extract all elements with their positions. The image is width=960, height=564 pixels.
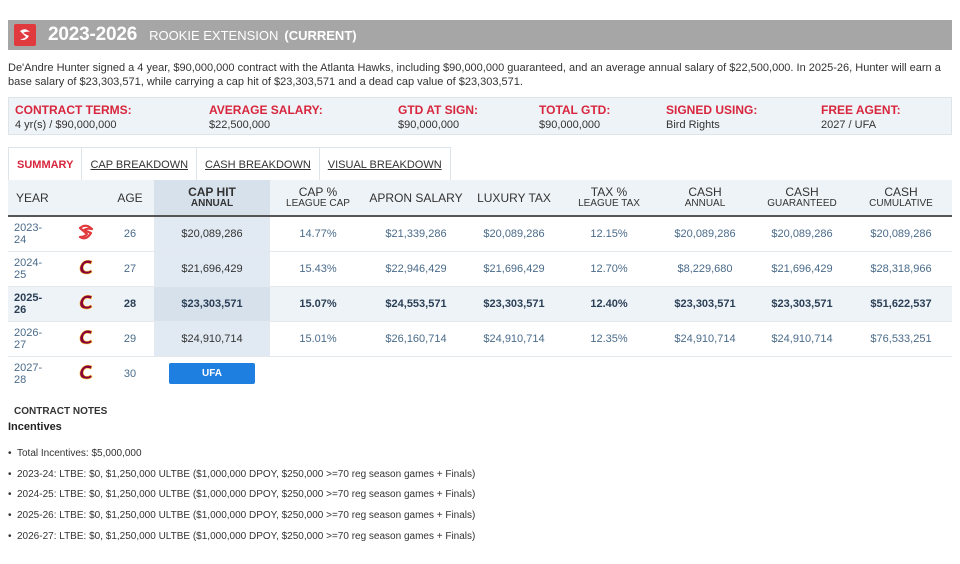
- hawks-logo-icon: [76, 222, 96, 242]
- cell-cap-pct: 14.77%: [270, 216, 366, 252]
- cell-luxury-tax: $20,089,286: [466, 216, 562, 252]
- col-cap-hit: CAP HIT ANNUAL: [154, 180, 270, 217]
- col-cap-pct: CAP % LEAGUE CAP: [270, 180, 366, 217]
- col-cash-guaranteed: CASH GUARANTEED: [754, 180, 850, 217]
- team-logo-cell: [66, 356, 106, 391]
- cell-cash-guaranteed: $23,303,571: [754, 286, 850, 322]
- cell-tax-pct: 12.70%: [562, 251, 656, 287]
- team-logo-cell: [66, 251, 106, 287]
- cell-cap-hit: $24,910,714: [154, 321, 270, 357]
- cavaliers-logo-icon: [76, 327, 96, 347]
- row-year: 2024- 25: [8, 251, 66, 287]
- term-contract-terms: CONTRACT TERMS: 4 yr(s) / $90,000,000: [15, 103, 132, 131]
- cell-cash-guaranteed: $21,696,429: [754, 251, 850, 287]
- cell-luxury-tax: $24,910,714: [466, 321, 562, 357]
- row-year: 2026- 27: [8, 321, 66, 357]
- contract-years: 2023-2026: [48, 24, 138, 45]
- contract-summary: De'Andre Hunter signed a 4 year, $90,000…: [8, 62, 941, 88]
- cavaliers-logo-icon: [76, 362, 96, 382]
- incentives-list: Total Incentives: $5,000,000 2023-24: LT…: [8, 448, 475, 551]
- term-average-salary: AVERAGE SALARY: $22,500,000: [209, 103, 323, 131]
- incentives-heading: Incentives: [8, 421, 62, 433]
- row-age: 28: [106, 286, 154, 322]
- cell-tax-pct: 12.40%: [562, 286, 656, 322]
- team-logo-cell: [66, 321, 106, 357]
- contract-terms-bar: CONTRACT TERMS: 4 yr(s) / $90,000,000 AV…: [8, 97, 952, 135]
- row-age: 30: [123, 367, 137, 380]
- cavaliers-logo-icon: [76, 292, 96, 312]
- table-row-ufa: 2027- 28 30 UFA: [8, 356, 952, 391]
- cell-cap-hit: $20,089,286: [154, 216, 270, 252]
- cell-tax-pct: 12.15%: [562, 216, 656, 252]
- ufa-cell: UFA: [154, 356, 270, 391]
- cell-cash-annual: $23,303,571: [656, 286, 754, 322]
- cavaliers-logo-icon: [76, 257, 96, 277]
- team-logo-cell: [66, 216, 106, 252]
- row-age: 26: [106, 216, 154, 252]
- cell-cap-pct: 15.07%: [270, 286, 366, 322]
- tab-cap-breakdown[interactable]: CAP BREAKDOWN: [82, 148, 198, 181]
- row-year: 2027- 28: [14, 361, 43, 386]
- row-age: 29: [106, 321, 154, 357]
- table-row: 2025- 26 28 $23,303,571 15.07% $24,553,571 $23…: [8, 286, 952, 322]
- cell-cash-cumulative: $28,318,966: [850, 251, 952, 287]
- cell-cap-hit: $23,303,571: [154, 286, 270, 322]
- table-row: 2026- 27 29 $24,910,714 15.01% $26,160,714 $24…: [8, 321, 952, 357]
- cell-apron-salary: $21,339,286: [366, 216, 466, 252]
- list-item: 2026-27: LTBE: $0, $1,250,000 ULTBE ($1,…: [8, 531, 475, 552]
- ufa-badge[interactable]: UFA: [169, 363, 255, 385]
- list-item: Total Incentives: $5,000,000: [8, 448, 475, 469]
- cell-cash-guaranteed: $20,089,286: [754, 216, 850, 252]
- cell-cash-cumulative: $76,533,251: [850, 321, 952, 357]
- row-age: 27: [106, 251, 154, 287]
- contract-tabs: SUMMARY CAP BREAKDOWN CASH BREAKDOWN VIS…: [8, 147, 451, 181]
- cell-cash-annual: $24,910,714: [656, 321, 754, 357]
- hawks-logo-icon: [14, 24, 36, 46]
- term-total-gtd: TOTAL GTD: $90,000,000: [539, 103, 611, 131]
- contract-status: (CURRENT): [284, 27, 357, 43]
- tab-summary[interactable]: SUMMARY: [9, 148, 83, 181]
- cell-cap-pct: 15.01%: [270, 321, 366, 357]
- col-luxury-tax: LUXURY TAX: [466, 180, 562, 217]
- cell-apron-salary: $26,160,714: [366, 321, 466, 357]
- list-item: 2025-26: LTBE: $0, $1,250,000 ULTBE ($1,…: [8, 510, 475, 531]
- cell-cap-pct: 15.43%: [270, 251, 366, 287]
- cell-cap-hit: $21,696,429: [154, 251, 270, 287]
- col-cash-cumulative: CASH CUMULATIVE: [850, 180, 952, 217]
- list-item: 2023-24: LTBE: $0, $1,250,000 ULTBE ($1,…: [8, 469, 475, 490]
- cell-luxury-tax: $21,696,429: [466, 251, 562, 287]
- list-item: 2024-25: LTBE: $0, $1,250,000 ULTBE ($1,…: [8, 489, 475, 510]
- col-age: AGE: [106, 180, 154, 217]
- tab-visual-breakdown[interactable]: VISUAL BREAKDOWN: [327, 158, 442, 171]
- row-year: 2025- 26: [8, 286, 66, 322]
- contract-notes-title: CONTRACT NOTES: [14, 406, 108, 417]
- col-cash-annual: CASH ANNUAL: [656, 180, 754, 217]
- table-row: 2023- 24 26 $20,089,286 14.77% $21,339,286 $20…: [8, 216, 952, 252]
- cell-apron-salary: $22,946,429: [366, 251, 466, 287]
- contract-table: YEAR AGE CAP HIT ANNUAL CAP % LEAGUE CAP A…: [8, 180, 952, 391]
- tab-cash-breakdown[interactable]: CASH BREAKDOWN: [197, 148, 320, 181]
- cell-cash-annual: $20,089,286: [656, 216, 754, 252]
- team-logo-cell: [66, 286, 106, 322]
- col-team: [66, 180, 106, 217]
- cell-apron-salary: $24,553,571: [366, 286, 466, 322]
- cell-luxury-tax: $23,303,571: [466, 286, 562, 322]
- table-row: 2024- 25 27 $21,696,429 15.43% $22,946,429 $21…: [8, 251, 952, 287]
- contract-header: 2023-2026 ROOKIE EXTENSION (CURRENT): [8, 20, 952, 50]
- col-apron-salary: APRON SALARY: [366, 180, 466, 217]
- term-gtd-at-sign: GTD AT SIGN: $90,000,000: [398, 103, 478, 131]
- col-tax-pct: TAX % LEAGUE TAX: [562, 180, 656, 217]
- term-signed-using: SIGNED USING: Bird Rights: [666, 103, 758, 131]
- cell-cash-cumulative: $20,089,286: [850, 216, 952, 252]
- cell-cash-cumulative: $51,622,537: [850, 286, 952, 322]
- term-free-agent: FREE AGENT: 2027 / UFA: [821, 103, 901, 131]
- cell-cash-annual: $8,229,680: [656, 251, 754, 287]
- table-header-row: YEAR AGE CAP HIT ANNUAL CAP % LEAGUE CAP A…: [8, 180, 952, 217]
- col-year: YEAR: [8, 180, 66, 217]
- row-year: 2023- 24: [8, 216, 66, 252]
- cell-tax-pct: 12.35%: [562, 321, 656, 357]
- cell-cash-guaranteed: $24,910,714: [754, 321, 850, 357]
- contract-type: ROOKIE EXTENSION: [149, 27, 279, 43]
